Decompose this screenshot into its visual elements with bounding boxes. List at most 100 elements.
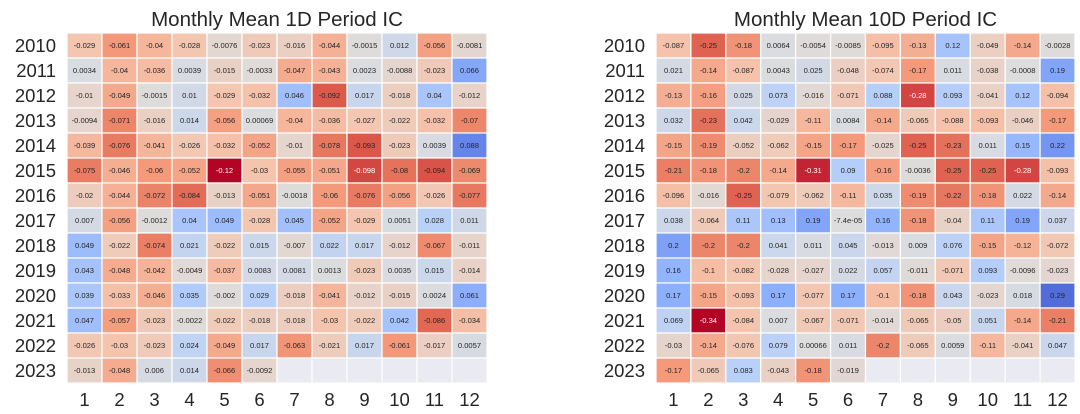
- cell-value-label: 0.0057: [458, 341, 481, 350]
- heatmap-cell: [416, 132, 453, 159]
- heatmap-cell: [829, 357, 867, 384]
- x-tick-label: 5: [808, 389, 818, 410]
- heatmap-cell: [829, 57, 867, 84]
- x-tick-label: 7: [878, 389, 888, 410]
- cell-value-label: 0.015: [425, 266, 444, 275]
- heatmap-cell: [346, 207, 383, 234]
- cell-value-label: 0.022: [839, 266, 858, 275]
- cell-value-label: 0.19: [806, 216, 821, 225]
- cell-value-label: -0.076: [733, 341, 755, 350]
- y-tick-label: 2018: [604, 235, 645, 256]
- cell-value-label: -0.023: [144, 341, 166, 350]
- heatmap-cell: [136, 107, 173, 134]
- heatmap-cell: [934, 332, 971, 359]
- cell-value-label: -0.061: [389, 341, 411, 350]
- y-tick-label: 2011: [605, 60, 645, 81]
- heatmap-cell: [311, 132, 348, 159]
- cell-value-label: -0.067: [802, 316, 824, 325]
- cell-value-label: 0.006: [145, 366, 164, 375]
- x-tick-label: 2: [703, 389, 713, 410]
- cell-value-label: 0.018: [1013, 291, 1032, 300]
- cell-value-label: -0.027: [354, 116, 376, 125]
- heatmap-cell: [864, 182, 902, 209]
- cell-value-label: -0.043: [767, 366, 789, 375]
- cell-value-label: -0.011: [459, 241, 480, 250]
- cell-value-label: -0.18: [909, 216, 926, 225]
- cell-value-label: 0.032: [664, 116, 683, 125]
- cell-value-label: -0.03: [251, 166, 268, 175]
- cell-value-label: -0.052: [319, 216, 341, 225]
- x-tick-label: 10: [389, 389, 410, 410]
- cell-value-label: -0.056: [389, 191, 411, 200]
- cell-value-label: 0.0035: [388, 266, 411, 275]
- cell-value-label: 0.037: [1048, 216, 1067, 225]
- cell-value-label: -0.18: [804, 366, 821, 375]
- heatmap-cell: [795, 157, 832, 184]
- cell-value-label: 0.09: [841, 166, 856, 175]
- cell-value-label: 0.2: [668, 241, 679, 250]
- cell-value-label: -0.049: [977, 41, 999, 50]
- heatmap-cell: [899, 157, 936, 184]
- cell-value-label: 0.046: [285, 91, 304, 100]
- x-tick-label: 8: [324, 389, 334, 410]
- cell-value-label: -0.056: [214, 116, 236, 125]
- cell-value-label: 0.00066: [799, 341, 826, 350]
- x-tick-label: 4: [184, 389, 194, 410]
- heatmap-cell: [101, 82, 138, 109]
- cell-value-label: -0.077: [459, 191, 481, 200]
- cell-value-label: -0.019: [837, 366, 859, 375]
- cell-value-label: -0.34: [700, 316, 717, 325]
- heatmap-cell: [1004, 57, 1041, 84]
- cell-value-label: 0.011: [944, 66, 962, 75]
- cell-value-label: -0.082: [733, 266, 755, 275]
- cell-value-label: -0.06: [321, 191, 338, 200]
- cell-value-label: 0.0059: [941, 341, 964, 350]
- cell-value-label: -0.084: [179, 191, 201, 200]
- cell-value-label: -0.011: [907, 266, 928, 275]
- heatmap-panel-1: Monthly Mean 1D Period IC-0.029 -0.061 -0.…: [15, 8, 488, 410]
- x-tick-label: 11: [1013, 389, 1032, 410]
- cell-value-label: 0.007: [769, 316, 788, 325]
- heatmap-cell: [206, 232, 243, 259]
- heatmap-cell: [760, 257, 797, 284]
- cell-value-label: 0.0039: [178, 66, 201, 75]
- cell-value-label: -0.093: [1047, 166, 1069, 175]
- cell-value-label: -0.032: [214, 141, 236, 150]
- cell-value-label: -0.071: [837, 316, 859, 325]
- cell-value-label: -0.0028: [1045, 41, 1071, 50]
- heatmap-cell: [655, 132, 692, 159]
- cell-value-label: -0.028: [249, 216, 271, 225]
- cell-value-label: 0.00069: [246, 116, 273, 125]
- cell-value-label: 0.066: [460, 66, 479, 75]
- y-tick-label: 2012: [15, 85, 56, 106]
- heatmap-cell: [655, 357, 692, 384]
- cell-value-label: 0.0023: [353, 66, 376, 75]
- cell-value-label: -0.13: [909, 41, 926, 50]
- heatmap-cell: [864, 207, 902, 234]
- heatmap-cell: [416, 232, 453, 259]
- cell-value-label: -0.19: [909, 191, 926, 200]
- x-tick-label: 6: [254, 389, 264, 410]
- cell-value-label: -0.098: [354, 166, 376, 175]
- cell-value-label: 0.012: [390, 41, 409, 50]
- heatmap-cell: [864, 32, 902, 59]
- cell-value-label: -0.017: [424, 341, 446, 350]
- heatmap-cell: [725, 57, 762, 84]
- heatmap-cell: [760, 32, 797, 59]
- heatmap-cell-empty: [1039, 357, 1076, 384]
- cell-value-label: 0.0039: [423, 141, 446, 150]
- cell-value-label: 0.083: [734, 366, 753, 375]
- cell-value-label: -0.061: [109, 41, 131, 50]
- cell-value-label: -0.056: [424, 41, 446, 50]
- cell-value-label: -0.048: [837, 66, 859, 75]
- cell-value-label: -0.25: [735, 191, 752, 200]
- heatmap-cell: [829, 107, 867, 134]
- heatmap-cell: [171, 57, 208, 84]
- cell-value-label: -0.007: [284, 241, 306, 250]
- cell-value-label: 0.0013: [318, 266, 341, 275]
- heatmap-cell: [655, 332, 692, 359]
- cell-value-label: -0.076: [109, 141, 131, 150]
- cell-value-label: -0.03: [111, 341, 128, 350]
- cell-value-label: -0.041: [1012, 341, 1034, 350]
- cell-value-label: -0.034: [459, 316, 481, 325]
